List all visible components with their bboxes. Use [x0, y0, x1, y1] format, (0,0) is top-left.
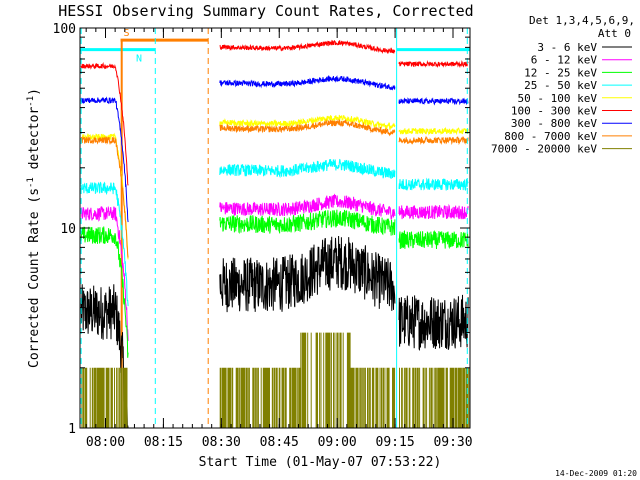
x-tick-label: 09:00	[318, 435, 357, 450]
x-tick-label: 08:45	[260, 435, 299, 450]
series-3-6-kev	[80, 235, 469, 429]
y-tick-label: 100	[53, 22, 76, 37]
legend-entry-label: 7000 - 20000 keV	[491, 143, 597, 156]
chart-title: HESSI Observing Summary Count Rates, Cor…	[58, 2, 473, 20]
series-800-7000-kev	[80, 118, 469, 258]
y-axis-label-part2: detector	[27, 107, 42, 178]
x-tick-label: 08:00	[86, 435, 125, 450]
x-axis-label: Start Time (01-May-07 07:53:22)	[199, 455, 442, 470]
x-tick-label: 09:15	[376, 435, 415, 450]
legend-entry-label: 50 - 100 keV	[518, 92, 598, 105]
y-axis-label: Corrected Count Rate (s-1 detector-1)	[26, 88, 42, 368]
y-axis-label-sup2: -1	[26, 96, 36, 107]
y-tick-label: 1	[68, 422, 76, 437]
y-axis-label-sup1: -1	[26, 177, 36, 188]
legend-entry-label: 25 - 50 keV	[524, 79, 597, 92]
series-6-12-kev	[80, 193, 469, 341]
y-tick-label: 10	[60, 222, 76, 237]
legend-entry-label: 3 - 6 keV	[537, 41, 597, 54]
x-tick-label: 08:15	[144, 435, 183, 450]
legend-entry-label: 6 - 12 keV	[531, 54, 598, 67]
legend-entry-label: 100 - 300 keV	[511, 105, 597, 118]
legend-entry-label: 12 - 25 keV	[524, 66, 597, 79]
x-tick-label: 09:30	[433, 435, 472, 450]
flag-label-s: S	[124, 28, 130, 39]
legend-header-detectors: Det 1,3,4,5,6,9,	[529, 14, 635, 27]
series-12-25-kev	[80, 209, 469, 358]
legend-entry-label: 300 - 800 keV	[511, 117, 597, 130]
flag-label-n: N	[136, 54, 142, 65]
timestamp-label: 14-Dec-2009 01:20	[555, 469, 637, 478]
series-7000-20000-kev	[81, 332, 471, 428]
series-300-800-kev	[80, 75, 469, 223]
series-25-50-kev	[80, 158, 469, 307]
x-tick-label: 08:30	[202, 435, 241, 450]
legend-header-attenuator: Att 0	[598, 27, 631, 40]
legend-entry-label: 800 - 7000 keV	[504, 130, 597, 143]
series-100-300-kev	[80, 39, 469, 186]
series-group	[80, 39, 471, 429]
y-axis-label-part3: )	[27, 88, 42, 96]
axis-ticks: 08:00 08:15 08:30 08:45 09:00 09:15 09:30 1 10 10…	[53, 22, 473, 450]
y-axis-label-part1: Corrected Count Rate (s	[27, 188, 42, 368]
